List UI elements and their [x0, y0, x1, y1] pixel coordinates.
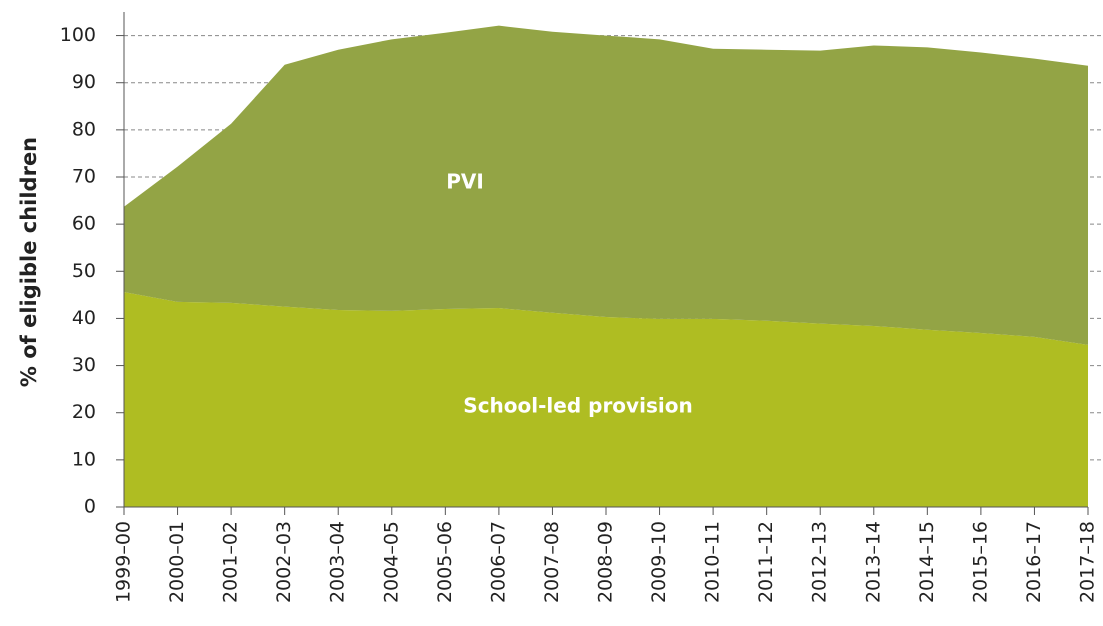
x-tick-label: 2011–12 [755, 521, 777, 603]
y-tick-label: 100 [60, 24, 96, 46]
x-tick-label: 2008–09 [595, 521, 617, 603]
x-tick-label: 2005–06 [434, 521, 456, 603]
y-tick-label: 30 [72, 354, 96, 376]
area-label: School-led provision [463, 394, 692, 418]
x-tick-label: 2016–17 [1023, 521, 1045, 603]
x-tick-label: 1999–00 [113, 521, 135, 603]
y-tick-label: 0 [84, 496, 96, 518]
x-tick-label: 2003–04 [327, 521, 349, 603]
x-tick-label: 2001–02 [220, 521, 242, 603]
y-tick-label: 60 [72, 213, 96, 235]
x-tick-label: 2010–11 [702, 521, 724, 603]
y-tick-label: 80 [72, 118, 96, 140]
y-tick-label: 20 [72, 401, 96, 423]
x-tick-label: 2000–01 [166, 521, 188, 603]
area [124, 25, 1088, 345]
x-tick-label: 2017–18 [1077, 521, 1099, 603]
x-tick-label: 2013–14 [862, 521, 884, 603]
x-tick-label: 2009–10 [648, 521, 670, 603]
x-tick-label: 2007–08 [541, 521, 563, 603]
y-axis-label: % of eligible children [17, 137, 41, 387]
x-tick-label: 2006–07 [487, 521, 509, 603]
x-tick-label: 2015–16 [969, 521, 991, 603]
x-tick-label: 2012–13 [809, 521, 831, 603]
x-tick-label: 2002–03 [273, 521, 295, 603]
y-tick-label: 90 [72, 71, 96, 93]
x-tick-label: 2014–15 [916, 521, 938, 603]
y-tick-label: 70 [72, 166, 96, 188]
y-tick-label: 40 [72, 307, 96, 329]
area-label: PVI [446, 170, 484, 194]
x-tick-label: 2004–05 [380, 521, 402, 603]
area [124, 292, 1088, 507]
y-tick-label: 50 [72, 260, 96, 282]
y-tick-label: 10 [72, 448, 96, 470]
